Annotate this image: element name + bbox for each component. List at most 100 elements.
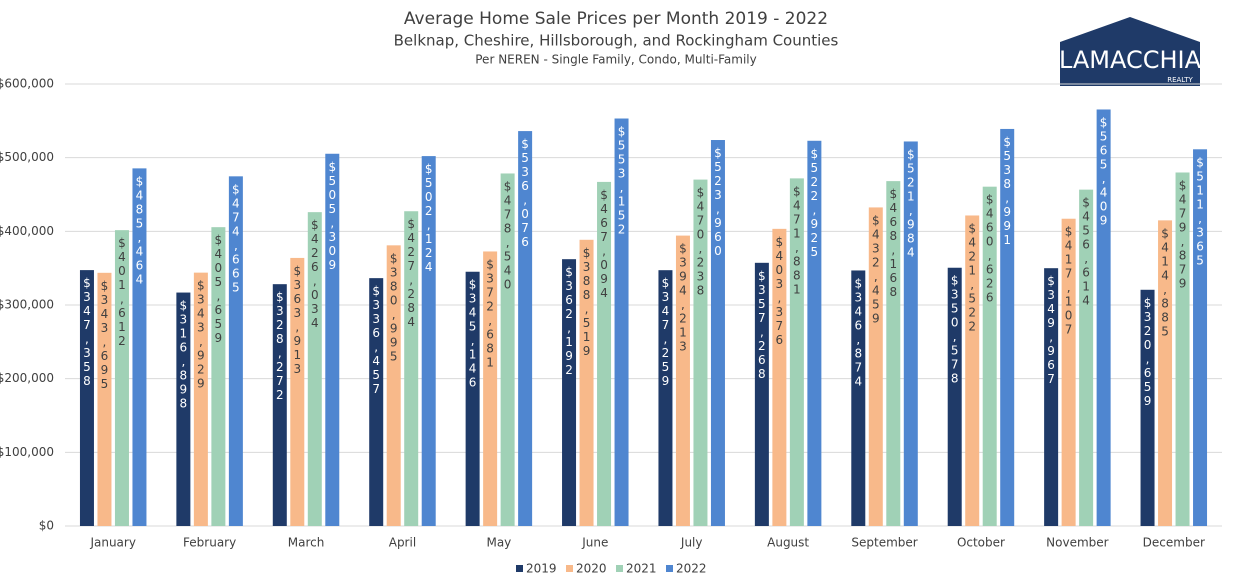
data-label: $538,991 <box>1000 135 1014 247</box>
x-tick-label: June <box>581 536 608 550</box>
bar <box>807 140 822 527</box>
data-label: $470,238 <box>693 186 707 298</box>
data-label: $363,913 <box>290 264 304 376</box>
data-label: $432,459 <box>869 213 883 325</box>
data-label: $417,107 <box>1062 225 1076 337</box>
x-tick-label: October <box>957 536 1005 550</box>
bar <box>1044 268 1059 526</box>
y-tick-label: $500,000 <box>0 150 54 164</box>
y-tick-label: $200,000 <box>0 371 54 385</box>
x-tick-label: September <box>851 536 917 550</box>
bar <box>272 284 287 526</box>
bar <box>562 259 577 526</box>
data-label: $401,612 <box>115 236 129 348</box>
data-label: $523,960 <box>711 146 725 258</box>
x-tick-label: December <box>1143 536 1205 550</box>
bar <box>1000 128 1015 526</box>
logo-sub: REALTY <box>1167 76 1193 84</box>
x-tick-label: January <box>89 536 136 550</box>
data-label: $505,309 <box>325 160 339 272</box>
bar <box>1140 289 1155 526</box>
bar <box>597 181 612 527</box>
bar <box>1193 149 1208 527</box>
data-label: $316,898 <box>176 299 190 411</box>
bar <box>1061 218 1076 526</box>
chart-note: Per NEREN - Single Family, Condo, Multi-… <box>475 53 757 67</box>
bar <box>903 141 918 526</box>
bar <box>579 239 594 526</box>
y-tick-label: $0 <box>39 519 54 533</box>
bar <box>307 212 322 526</box>
data-label: $343,695 <box>97 279 111 391</box>
x-tick-label: April <box>389 536 416 550</box>
bar <box>176 292 191 526</box>
data-label: $343,929 <box>194 279 208 391</box>
bar <box>1096 109 1111 526</box>
data-label: $460,626 <box>983 193 997 305</box>
data-label: $421,522 <box>965 221 979 333</box>
data-label: $502,124 <box>422 162 436 274</box>
bar <box>693 179 708 526</box>
data-label: $478,540 <box>501 179 515 291</box>
bar <box>500 173 515 527</box>
bar <box>965 215 980 526</box>
bar <box>868 207 883 526</box>
y-tick-label: $400,000 <box>0 224 54 238</box>
data-label: $403,376 <box>772 235 786 347</box>
data-label: $521,984 <box>904 147 918 259</box>
legend-swatch <box>666 565 673 572</box>
data-label: $362,192 <box>562 265 576 377</box>
data-label: $553,152 <box>615 125 629 237</box>
logo-name: LAMACCHIA <box>1059 46 1202 74</box>
bar <box>947 267 962 526</box>
logo: LAMACCHIA REALTY <box>1059 17 1202 86</box>
data-label: $405,659 <box>211 233 225 345</box>
bar <box>518 131 533 526</box>
data-label: $565,409 <box>1097 115 1111 227</box>
data-label: $347,259 <box>658 276 672 388</box>
legend-swatch <box>616 565 623 572</box>
x-tick-label: July <box>680 536 703 550</box>
legend-label: 2022 <box>676 562 707 576</box>
logo-box <box>1060 42 1200 86</box>
data-label: $346,874 <box>851 276 865 388</box>
data-label: $336,457 <box>369 284 383 396</box>
bar <box>675 235 690 526</box>
data-label: $380,995 <box>387 251 401 363</box>
bar <box>658 270 673 526</box>
data-label: $479,879 <box>1176 178 1190 290</box>
data-label: $394,213 <box>676 242 690 354</box>
x-tick-label: August <box>767 536 809 550</box>
bar <box>710 140 725 527</box>
y-tick-label: $300,000 <box>0 298 54 312</box>
y-tick-label: $600,000 <box>0 77 54 91</box>
bar <box>325 153 340 526</box>
data-label: $511,365 <box>1193 155 1207 267</box>
data-label: $328,272 <box>273 290 287 402</box>
data-label: $345,146 <box>466 278 480 390</box>
bar <box>193 272 208 526</box>
bar <box>228 176 243 526</box>
bar <box>754 262 769 526</box>
data-label: $467,094 <box>597 188 611 300</box>
data-label: $414,885 <box>1158 226 1172 338</box>
x-tick-label: February <box>183 536 236 550</box>
bar <box>114 230 129 527</box>
bar <box>1158 220 1173 527</box>
data-label: $474,665 <box>229 182 243 294</box>
x-tick-label: November <box>1046 536 1108 550</box>
bar <box>772 228 787 526</box>
bar <box>886 181 901 526</box>
y-tick-label: $100,000 <box>0 445 54 459</box>
legend-swatch <box>516 565 523 572</box>
chart-title: Average Home Sale Prices per Month 2019 … <box>404 9 828 29</box>
data-label: $372,681 <box>483 257 497 369</box>
bar <box>97 272 112 526</box>
bar <box>290 257 305 526</box>
chart-subtitle: Belknap, Cheshire, Hillsborough, and Roc… <box>394 32 839 50</box>
data-label: $536,076 <box>518 137 532 249</box>
bar <box>1175 172 1190 526</box>
legend-label: 2021 <box>626 562 657 576</box>
bar <box>79 270 94 526</box>
